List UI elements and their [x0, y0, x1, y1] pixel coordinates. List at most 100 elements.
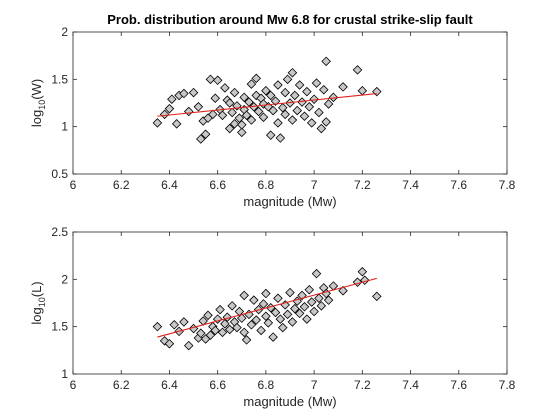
x-tick-label: 6.4	[161, 378, 178, 392]
data-point	[215, 304, 225, 315]
y-label-variable: (L)	[29, 281, 44, 297]
data-point	[275, 314, 286, 324]
data-point	[292, 105, 302, 116]
x-tick-label: 6.2	[113, 178, 130, 192]
data-point	[229, 87, 240, 98]
data-point	[217, 327, 228, 338]
x-tick-label: 6	[70, 378, 77, 392]
data-point	[167, 94, 177, 104]
data-point	[234, 113, 245, 123]
data-point	[203, 310, 213, 321]
data-point	[159, 336, 170, 346]
x-tick-label: 6	[70, 178, 77, 192]
y-label-subscript: 10	[37, 100, 47, 110]
x-tick-label: 6.4	[161, 178, 178, 192]
x-tick-label: 7.4	[402, 378, 419, 392]
data-point	[282, 309, 293, 320]
data-point	[309, 306, 319, 317]
data-point	[273, 118, 283, 128]
y-axis-label-width: log10(W)	[29, 79, 47, 127]
y-tick-label: 0.5	[51, 167, 68, 181]
y-tick-label: 2	[61, 272, 68, 286]
x-tick-label: 7.4	[402, 178, 419, 192]
data-point	[357, 85, 368, 96]
data-point	[237, 120, 247, 130]
x-tick-label: 7.2	[354, 378, 371, 392]
data-point	[287, 317, 298, 327]
x-tick-label: 7.6	[450, 178, 467, 192]
data-point	[294, 308, 305, 319]
data-point	[253, 106, 264, 117]
data-point	[258, 112, 269, 122]
data-point	[268, 105, 278, 116]
y-tick-label: 2.5	[51, 225, 68, 239]
data-point	[152, 321, 163, 332]
data-point	[265, 90, 276, 101]
data-point	[249, 295, 259, 305]
data-point	[212, 75, 223, 86]
data-point	[183, 340, 194, 351]
data-point	[159, 109, 170, 120]
data-point	[328, 92, 339, 103]
data-point	[229, 119, 240, 129]
plot-area-length	[72, 231, 508, 375]
x-tick-label: 6.6	[209, 378, 226, 392]
data-point	[237, 313, 247, 323]
data-point	[323, 99, 334, 109]
data-point	[188, 87, 199, 98]
x-tick-label: 7	[311, 378, 318, 392]
data-point	[261, 288, 271, 299]
y-tick-label: 1	[61, 367, 68, 381]
data-point	[164, 103, 175, 114]
data-point	[179, 317, 189, 327]
data-point	[169, 320, 180, 330]
data-point	[208, 109, 218, 120]
data-point	[205, 74, 216, 85]
data-point	[309, 94, 319, 104]
data-point	[280, 87, 290, 98]
y-label-variable: (W)	[29, 79, 44, 100]
data-point	[241, 110, 252, 121]
figure-title: Prob. distribution around Mw 6.8 for cru…	[107, 12, 473, 27]
data-point	[321, 117, 331, 127]
data-point	[152, 118, 163, 128]
data-point	[227, 107, 237, 118]
x-axis-label-width: magnitude (Mw)	[243, 194, 336, 209]
data-point	[311, 78, 322, 88]
x-tick-label: 7.8	[499, 178, 516, 192]
data-point	[282, 74, 293, 85]
x-tick-label: 7.8	[499, 378, 516, 392]
data-point	[205, 330, 216, 340]
data-point	[306, 297, 317, 307]
data-point	[302, 314, 312, 324]
data-point	[275, 133, 286, 143]
data-point	[217, 110, 228, 121]
data-point	[357, 266, 368, 277]
data-point	[210, 325, 221, 336]
data-point	[179, 88, 189, 99]
data-point	[265, 130, 276, 140]
data-point	[372, 291, 382, 302]
y-tick-label: 1.5	[51, 72, 68, 86]
data-point	[302, 86, 312, 97]
fit-line-length	[157, 277, 377, 338]
y-label-subscript: 10	[37, 297, 47, 307]
data-point	[338, 82, 348, 92]
data-point	[251, 315, 262, 325]
data-point	[316, 123, 327, 134]
y-axis-label-length: log10(L)	[29, 281, 47, 324]
data-point	[287, 67, 298, 78]
x-tick-label: 6.6	[209, 178, 226, 192]
x-tick-label: 7.2	[354, 178, 371, 192]
fit-line-width	[157, 92, 377, 117]
data-point	[261, 85, 271, 96]
data-point	[323, 295, 334, 305]
data-point	[318, 84, 329, 95]
data-point	[338, 285, 348, 296]
data-point	[314, 293, 324, 304]
data-point	[352, 277, 363, 287]
y-tick-label: 2	[61, 25, 68, 39]
data-point	[270, 96, 281, 106]
data-point	[246, 79, 257, 89]
